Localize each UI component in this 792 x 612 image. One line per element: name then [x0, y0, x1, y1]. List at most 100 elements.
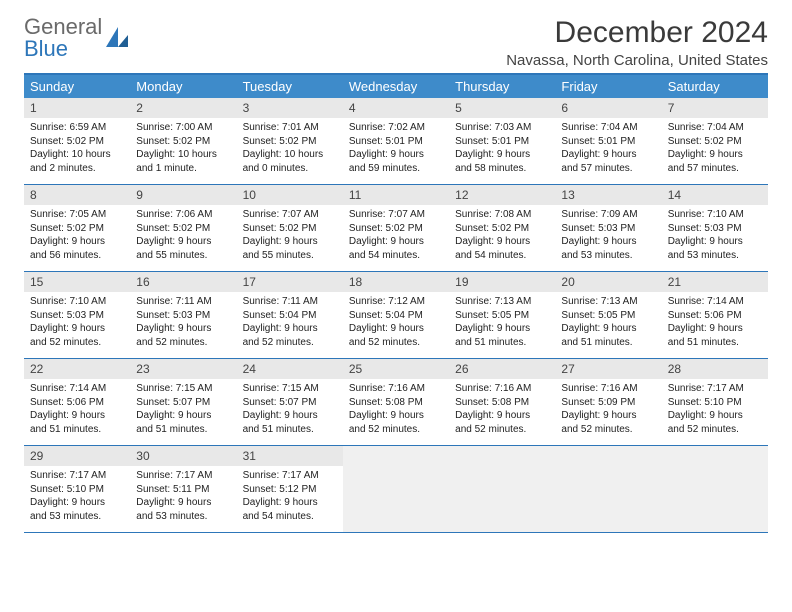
daylight-line: Daylight: 9 hours and 59 minutes. [349, 148, 443, 175]
day-cell: 27Sunrise: 7:16 AMSunset: 5:09 PMDayligh… [555, 359, 661, 445]
day-number: 30 [130, 446, 236, 466]
sunset-line: Sunset: 5:03 PM [668, 222, 762, 236]
daylight-line: Daylight: 9 hours and 58 minutes. [455, 148, 549, 175]
sunrise-line: Sunrise: 7:17 AM [30, 469, 124, 483]
day-details: Sunrise: 7:07 AMSunset: 5:02 PMDaylight:… [343, 205, 449, 268]
day-number: 3 [237, 98, 343, 118]
day-number: 22 [24, 359, 130, 379]
sunrise-line: Sunrise: 7:11 AM [136, 295, 230, 309]
sunrise-line: Sunrise: 7:12 AM [349, 295, 443, 309]
sunset-line: Sunset: 5:02 PM [243, 135, 337, 149]
empty-cell [449, 446, 555, 532]
daylight-line: Daylight: 9 hours and 51 minutes. [455, 322, 549, 349]
day-details: Sunrise: 6:59 AMSunset: 5:02 PMDaylight:… [24, 118, 130, 181]
daylight-line: Daylight: 9 hours and 52 minutes. [561, 409, 655, 436]
day-cell: 22Sunrise: 7:14 AMSunset: 5:06 PMDayligh… [24, 359, 130, 445]
day-cell: 8Sunrise: 7:05 AMSunset: 5:02 PMDaylight… [24, 185, 130, 271]
weekday-header: Wednesday [343, 75, 449, 98]
empty-cell [555, 446, 661, 532]
sunset-line: Sunset: 5:05 PM [561, 309, 655, 323]
daylight-line: Daylight: 10 hours and 2 minutes. [30, 148, 124, 175]
day-details: Sunrise: 7:17 AMSunset: 5:10 PMDaylight:… [24, 466, 130, 529]
week-row: 15Sunrise: 7:10 AMSunset: 5:03 PMDayligh… [24, 272, 768, 359]
day-cell: 15Sunrise: 7:10 AMSunset: 5:03 PMDayligh… [24, 272, 130, 358]
daylight-line: Daylight: 9 hours and 52 minutes. [349, 322, 443, 349]
daylight-line: Daylight: 9 hours and 52 minutes. [136, 322, 230, 349]
sunset-line: Sunset: 5:03 PM [136, 309, 230, 323]
sunrise-line: Sunrise: 7:06 AM [136, 208, 230, 222]
daylight-line: Daylight: 9 hours and 55 minutes. [136, 235, 230, 262]
sunrise-line: Sunrise: 7:11 AM [243, 295, 337, 309]
sunset-line: Sunset: 5:10 PM [668, 396, 762, 410]
title-block: December 2024 Navassa, North Carolina, U… [506, 16, 768, 69]
sunset-line: Sunset: 5:08 PM [349, 396, 443, 410]
sunset-line: Sunset: 5:02 PM [30, 135, 124, 149]
day-cell: 19Sunrise: 7:13 AMSunset: 5:05 PMDayligh… [449, 272, 555, 358]
sunset-line: Sunset: 5:12 PM [243, 483, 337, 497]
sunrise-line: Sunrise: 7:02 AM [349, 121, 443, 135]
day-number: 20 [555, 272, 661, 292]
day-details: Sunrise: 7:15 AMSunset: 5:07 PMDaylight:… [237, 379, 343, 442]
day-details: Sunrise: 7:08 AMSunset: 5:02 PMDaylight:… [449, 205, 555, 268]
sunrise-line: Sunrise: 7:07 AM [349, 208, 443, 222]
sunset-line: Sunset: 5:02 PM [136, 222, 230, 236]
page-title: December 2024 [506, 16, 768, 50]
sunset-line: Sunset: 5:11 PM [136, 483, 230, 497]
daylight-line: Daylight: 9 hours and 52 minutes. [668, 409, 762, 436]
daylight-line: Daylight: 10 hours and 1 minute. [136, 148, 230, 175]
sunset-line: Sunset: 5:07 PM [243, 396, 337, 410]
day-number: 21 [662, 272, 768, 292]
sunset-line: Sunset: 5:02 PM [349, 222, 443, 236]
day-number: 7 [662, 98, 768, 118]
day-details: Sunrise: 7:15 AMSunset: 5:07 PMDaylight:… [130, 379, 236, 442]
sunset-line: Sunset: 5:07 PM [136, 396, 230, 410]
day-details: Sunrise: 7:10 AMSunset: 5:03 PMDaylight:… [662, 205, 768, 268]
sunrise-line: Sunrise: 7:07 AM [243, 208, 337, 222]
daylight-line: Daylight: 9 hours and 55 minutes. [243, 235, 337, 262]
sunset-line: Sunset: 5:02 PM [243, 222, 337, 236]
sunrise-line: Sunrise: 7:13 AM [455, 295, 549, 309]
day-details: Sunrise: 7:04 AMSunset: 5:02 PMDaylight:… [662, 118, 768, 181]
day-number: 24 [237, 359, 343, 379]
sunset-line: Sunset: 5:05 PM [455, 309, 549, 323]
daylight-line: Daylight: 9 hours and 57 minutes. [668, 148, 762, 175]
day-details: Sunrise: 7:16 AMSunset: 5:09 PMDaylight:… [555, 379, 661, 442]
day-details: Sunrise: 7:12 AMSunset: 5:04 PMDaylight:… [343, 292, 449, 355]
day-cell: 7Sunrise: 7:04 AMSunset: 5:02 PMDaylight… [662, 98, 768, 184]
day-cell: 25Sunrise: 7:16 AMSunset: 5:08 PMDayligh… [343, 359, 449, 445]
day-cell: 31Sunrise: 7:17 AMSunset: 5:12 PMDayligh… [237, 446, 343, 532]
day-number: 28 [662, 359, 768, 379]
sunrise-line: Sunrise: 7:17 AM [668, 382, 762, 396]
week-row: 29Sunrise: 7:17 AMSunset: 5:10 PMDayligh… [24, 446, 768, 533]
day-cell: 24Sunrise: 7:15 AMSunset: 5:07 PMDayligh… [237, 359, 343, 445]
day-number: 5 [449, 98, 555, 118]
day-number: 25 [343, 359, 449, 379]
sunrise-line: Sunrise: 7:00 AM [136, 121, 230, 135]
day-details: Sunrise: 7:09 AMSunset: 5:03 PMDaylight:… [555, 205, 661, 268]
day-details: Sunrise: 7:02 AMSunset: 5:01 PMDaylight:… [343, 118, 449, 181]
daylight-line: Daylight: 9 hours and 51 minutes. [561, 322, 655, 349]
day-details: Sunrise: 7:13 AMSunset: 5:05 PMDaylight:… [555, 292, 661, 355]
daylight-line: Daylight: 9 hours and 52 minutes. [243, 322, 337, 349]
day-details: Sunrise: 7:16 AMSunset: 5:08 PMDaylight:… [449, 379, 555, 442]
weekday-header: Monday [130, 75, 236, 98]
sunrise-line: Sunrise: 7:04 AM [561, 121, 655, 135]
day-number: 14 [662, 185, 768, 205]
day-number: 2 [130, 98, 236, 118]
day-number: 1 [24, 98, 130, 118]
sunset-line: Sunset: 5:08 PM [455, 396, 549, 410]
day-cell: 11Sunrise: 7:07 AMSunset: 5:02 PMDayligh… [343, 185, 449, 271]
day-details: Sunrise: 7:05 AMSunset: 5:02 PMDaylight:… [24, 205, 130, 268]
sunrise-line: Sunrise: 7:14 AM [668, 295, 762, 309]
day-cell: 2Sunrise: 7:00 AMSunset: 5:02 PMDaylight… [130, 98, 236, 184]
daylight-line: Daylight: 9 hours and 51 minutes. [30, 409, 124, 436]
sunset-line: Sunset: 5:02 PM [30, 222, 124, 236]
logo-sail-icon [104, 25, 130, 51]
day-cell: 14Sunrise: 7:10 AMSunset: 5:03 PMDayligh… [662, 185, 768, 271]
sunrise-line: Sunrise: 7:17 AM [136, 469, 230, 483]
day-number: 8 [24, 185, 130, 205]
sunset-line: Sunset: 5:10 PM [30, 483, 124, 497]
daylight-line: Daylight: 9 hours and 52 minutes. [455, 409, 549, 436]
week-row: 8Sunrise: 7:05 AMSunset: 5:02 PMDaylight… [24, 185, 768, 272]
day-details: Sunrise: 7:14 AMSunset: 5:06 PMDaylight:… [24, 379, 130, 442]
